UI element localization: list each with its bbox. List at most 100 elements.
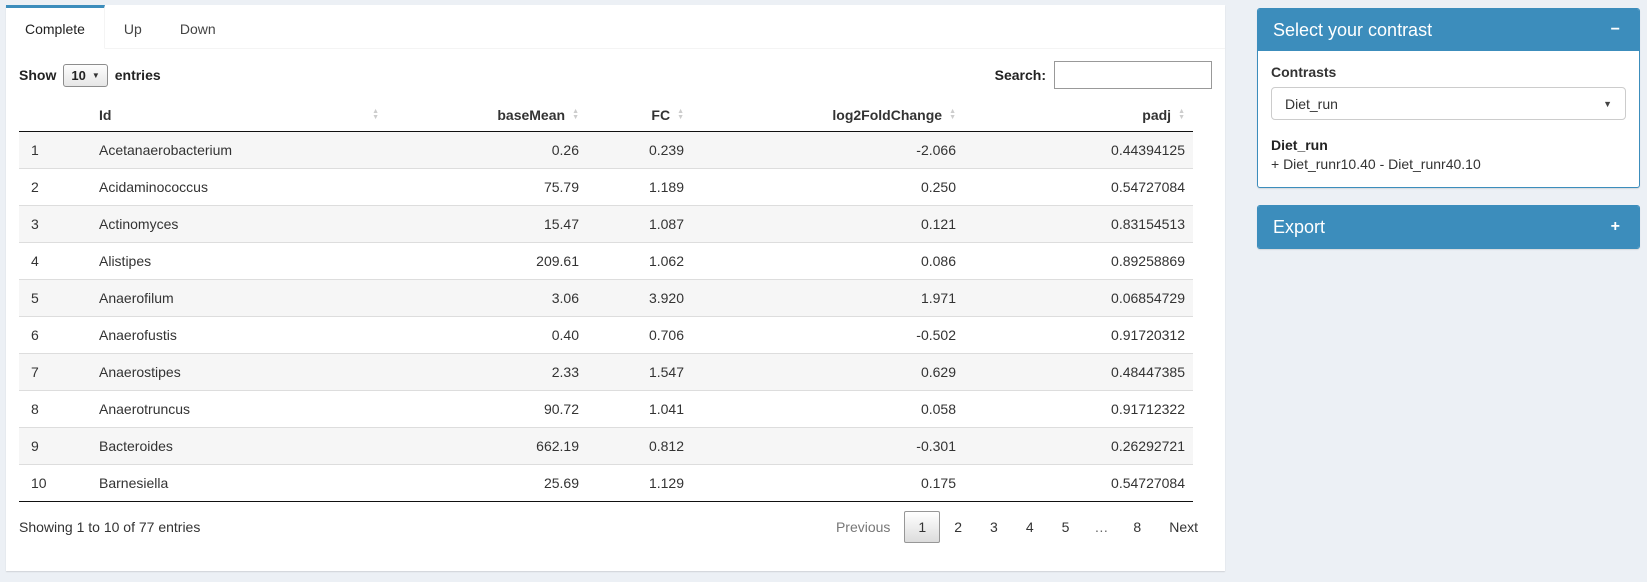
cell-padj: 0.83154513 bbox=[964, 206, 1193, 243]
cell-fc: 0.706 bbox=[587, 317, 692, 354]
pagination: Previous 12345…8 Next bbox=[822, 511, 1212, 543]
cell-fc: 0.239 bbox=[587, 132, 692, 169]
cell-log2fc: -2.066 bbox=[692, 132, 964, 169]
cell-index: 9 bbox=[19, 428, 91, 465]
column-label: padj bbox=[1142, 107, 1171, 123]
cell-log2fc: 0.086 bbox=[692, 243, 964, 280]
cell-padj: 0.26292721 bbox=[964, 428, 1193, 465]
column-header-log2foldchange[interactable]: log2FoldChange bbox=[692, 99, 964, 132]
table-row: 6Anaerofustis0.400.706-0.5020.91720312 bbox=[19, 317, 1193, 354]
contrasts-select[interactable]: Diet_run ▼ bbox=[1271, 87, 1626, 120]
table-row: 4Alistipes209.611.0620.0860.89258869 bbox=[19, 243, 1193, 280]
cell-padj: 0.06854729 bbox=[964, 280, 1193, 317]
pagination-page-2[interactable]: 2 bbox=[940, 511, 976, 543]
export-panel: Export + bbox=[1257, 205, 1640, 249]
cell-id: Alistipes bbox=[91, 243, 387, 280]
sort-icon bbox=[677, 109, 684, 121]
cell-log2fc: 0.121 bbox=[692, 206, 964, 243]
results-card: CompleteUpDown Show 10 ▼ entries Search: bbox=[6, 5, 1225, 571]
cell-padj: 0.91720312 bbox=[964, 317, 1193, 354]
collapse-minus-icon[interactable]: − bbox=[1607, 20, 1624, 40]
pagination-page-4[interactable]: 4 bbox=[1012, 511, 1048, 543]
cell-basemean: 0.40 bbox=[387, 317, 587, 354]
cell-id: Actinomyces bbox=[91, 206, 387, 243]
cell-padj: 0.89258869 bbox=[964, 243, 1193, 280]
cell-fc: 0.812 bbox=[587, 428, 692, 465]
cell-id: Acidaminococcus bbox=[91, 169, 387, 206]
cell-fc: 1.189 bbox=[587, 169, 692, 206]
cell-index: 7 bbox=[19, 354, 91, 391]
table-row: 3Actinomyces15.471.0870.1210.83154513 bbox=[19, 206, 1193, 243]
pagination-page-3[interactable]: 3 bbox=[976, 511, 1012, 543]
contrast-name: Diet_run bbox=[1271, 137, 1626, 153]
cell-index: 3 bbox=[19, 206, 91, 243]
table-row: 10Barnesiella25.691.1290.1750.54727084 bbox=[19, 465, 1193, 502]
cell-index: 4 bbox=[19, 243, 91, 280]
column-label: FC bbox=[651, 107, 670, 123]
entries-label: entries bbox=[115, 67, 161, 83]
column-header-basemean[interactable]: baseMean bbox=[387, 99, 587, 132]
cell-id: Barnesiella bbox=[91, 465, 387, 502]
cell-fc: 1.041 bbox=[587, 391, 692, 428]
cell-id: Anaerofilum bbox=[91, 280, 387, 317]
cell-id: Acetanaerobacterium bbox=[91, 132, 387, 169]
cell-basemean: 662.19 bbox=[387, 428, 587, 465]
cell-log2fc: 0.629 bbox=[692, 354, 964, 391]
tab-complete[interactable]: Complete bbox=[6, 5, 105, 49]
table-row: 2Acidaminococcus75.791.1890.2500.5472708… bbox=[19, 169, 1193, 206]
pagination-next[interactable]: Next bbox=[1155, 511, 1212, 543]
table-row: 1Acetanaerobacterium0.260.239-2.0660.443… bbox=[19, 132, 1193, 169]
contrast-panel-header: Select your contrast − bbox=[1258, 9, 1639, 51]
search-input[interactable] bbox=[1054, 61, 1212, 89]
table-header-row: Id baseMean FC bbox=[19, 99, 1193, 132]
column-header-padj[interactable]: padj bbox=[964, 99, 1193, 132]
tab-down[interactable]: Down bbox=[161, 5, 235, 48]
results-table: Id baseMean FC bbox=[19, 99, 1193, 502]
cell-log2fc: 0.058 bbox=[692, 391, 964, 428]
cell-basemean: 209.61 bbox=[387, 243, 587, 280]
cell-basemean: 3.06 bbox=[387, 280, 587, 317]
cell-id: Anaerotruncus bbox=[91, 391, 387, 428]
pagination-previous[interactable]: Previous bbox=[822, 511, 904, 543]
tab-list: CompleteUpDown bbox=[6, 5, 1225, 49]
caret-down-icon: ▼ bbox=[1603, 99, 1612, 109]
cell-log2fc: 0.175 bbox=[692, 465, 964, 502]
table-controls: Show 10 ▼ entries Search: bbox=[6, 49, 1225, 95]
cell-id: Bacteroides bbox=[91, 428, 387, 465]
cell-index: 2 bbox=[19, 169, 91, 206]
table-row: 9Bacteroides662.190.812-0.3010.26292721 bbox=[19, 428, 1193, 465]
cell-basemean: 0.26 bbox=[387, 132, 587, 169]
column-header-id[interactable]: Id bbox=[91, 99, 387, 132]
expand-plus-icon[interactable]: + bbox=[1607, 217, 1624, 237]
cell-index: 10 bbox=[19, 465, 91, 502]
cell-padj: 0.44394125 bbox=[964, 132, 1193, 169]
column-header-index bbox=[19, 99, 91, 132]
cell-basemean: 2.33 bbox=[387, 354, 587, 391]
cell-index: 8 bbox=[19, 391, 91, 428]
column-label: log2FoldChange bbox=[832, 107, 942, 123]
search-label: Search: bbox=[995, 67, 1046, 83]
contrast-panel-body: Contrasts Diet_run ▼ Diet_run + Diet_run… bbox=[1258, 51, 1639, 187]
cell-index: 5 bbox=[19, 280, 91, 317]
sort-icon bbox=[372, 109, 379, 121]
cell-padj: 0.54727084 bbox=[964, 465, 1193, 502]
tab-up[interactable]: Up bbox=[105, 5, 161, 48]
cell-id: Anaerostipes bbox=[91, 354, 387, 391]
table-row: 7Anaerostipes2.331.5470.6290.48447385 bbox=[19, 354, 1193, 391]
contrasts-select-value: Diet_run bbox=[1285, 96, 1338, 112]
entries-per-page-value: 10 bbox=[71, 68, 85, 83]
cell-index: 6 bbox=[19, 317, 91, 354]
pagination-page-8[interactable]: 8 bbox=[1119, 511, 1155, 543]
entries-per-page-select[interactable]: 10 ▼ bbox=[63, 64, 107, 87]
pagination-page-1[interactable]: 1 bbox=[904, 511, 940, 543]
cell-basemean: 90.72 bbox=[387, 391, 587, 428]
cell-log2fc: 0.250 bbox=[692, 169, 964, 206]
pagination-page-5[interactable]: 5 bbox=[1048, 511, 1084, 543]
column-header-fc[interactable]: FC bbox=[587, 99, 692, 132]
contrast-panel: Select your contrast − Contrasts Diet_ru… bbox=[1257, 8, 1640, 188]
contrast-formula: + Diet_runr10.40 - Diet_runr40.10 bbox=[1271, 156, 1626, 172]
cell-fc: 3.920 bbox=[587, 280, 692, 317]
contrast-panel-title: Select your contrast bbox=[1273, 19, 1432, 41]
cell-index: 1 bbox=[19, 132, 91, 169]
contrasts-label: Contrasts bbox=[1271, 64, 1626, 80]
